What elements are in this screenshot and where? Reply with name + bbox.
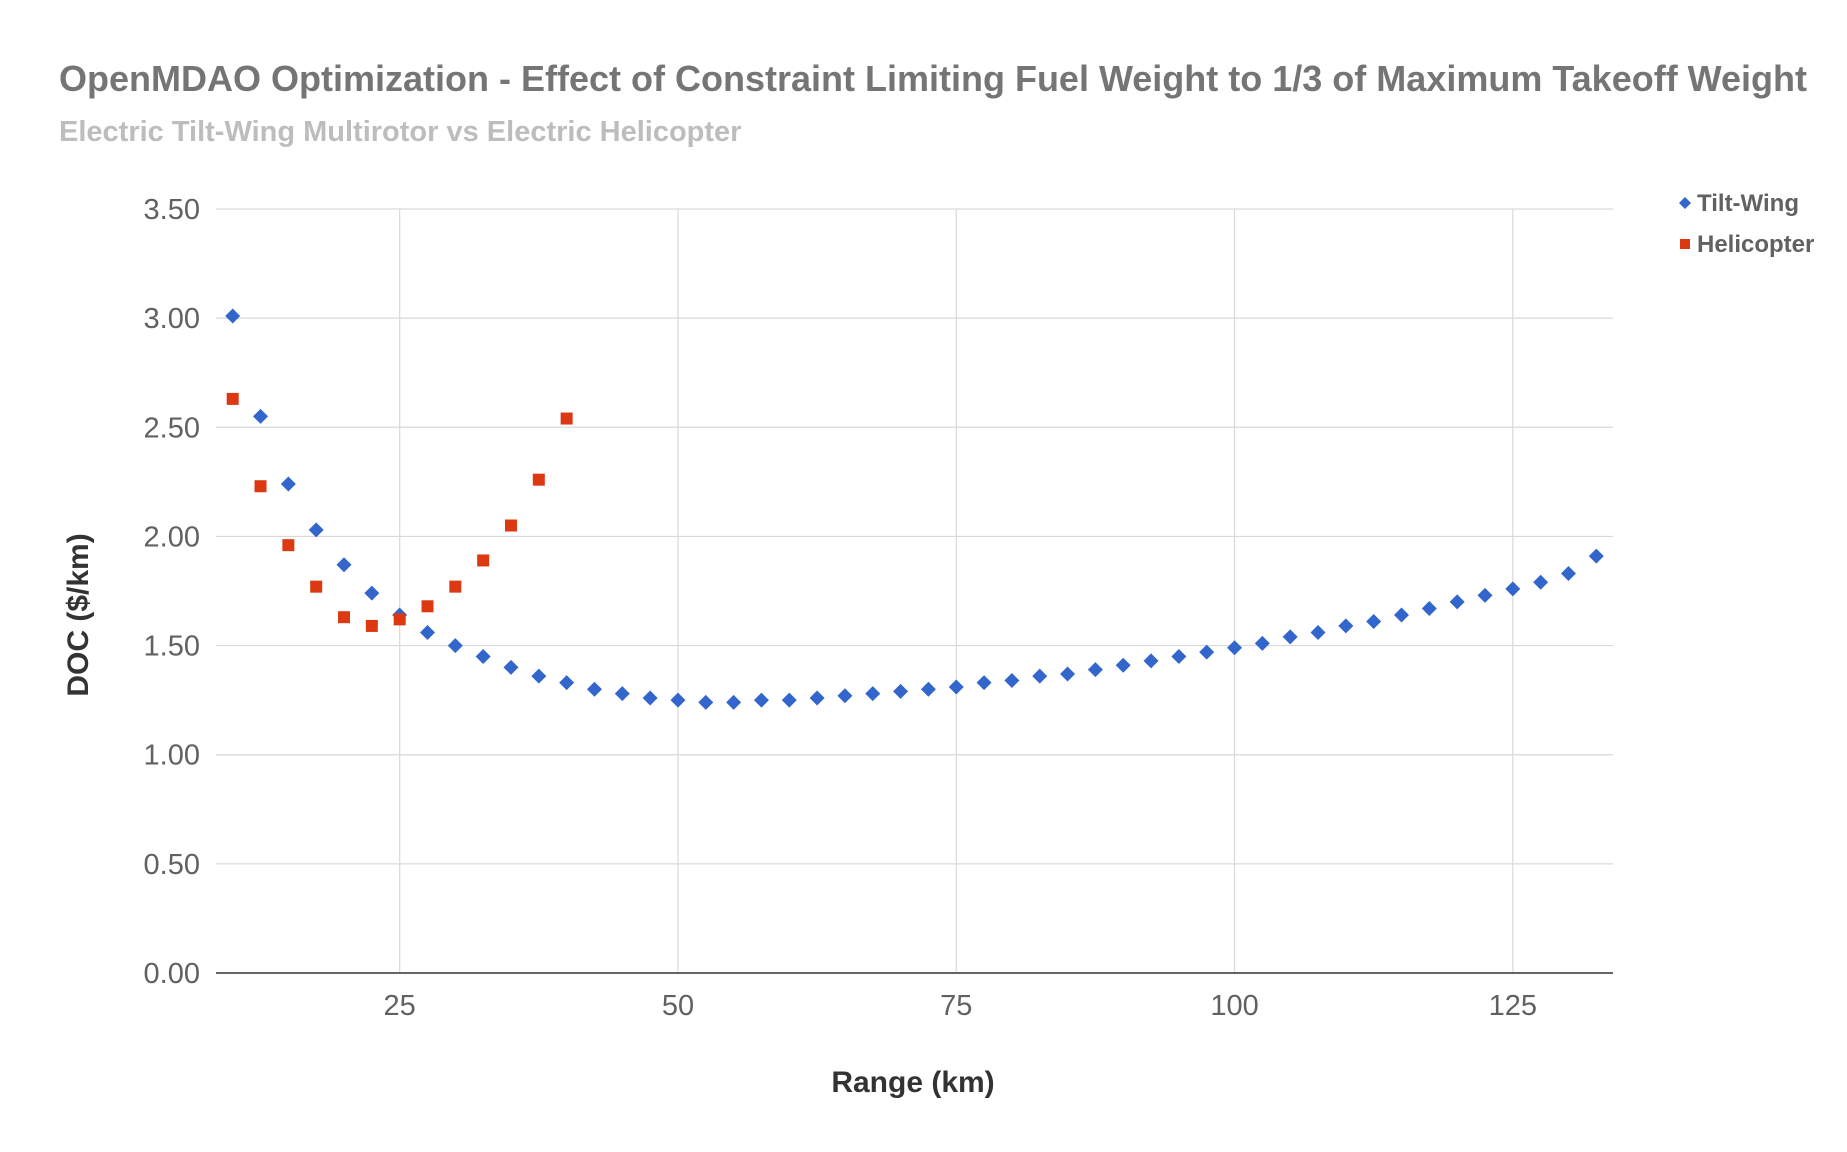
data-point[interactable]: [531, 668, 547, 684]
data-point[interactable]: [477, 554, 490, 567]
chart-subtitle: Electric Tilt-Wing Multirotor vs Electri…: [59, 116, 742, 148]
y-tick-label: 1.50: [144, 631, 200, 663]
data-point[interactable]: [449, 580, 462, 593]
data-point[interactable]: [421, 600, 434, 613]
x-tick-label: 75: [940, 990, 972, 1022]
data-point[interactable]: [670, 692, 686, 708]
y-tick-label: 0.50: [144, 849, 200, 881]
data-point[interactable]: [1477, 587, 1493, 603]
data-point[interactable]: [948, 679, 964, 695]
y-tick-label: 2.00: [144, 521, 200, 553]
data-point[interactable]: [1310, 624, 1326, 640]
data-point[interactable]: [1004, 672, 1020, 688]
data-point[interactable]: [1087, 662, 1103, 678]
data-point[interactable]: [698, 694, 714, 710]
data-point[interactable]: [560, 412, 573, 425]
data-point[interactable]: [280, 476, 296, 492]
legend-item-tilt-wing[interactable]: Tilt-Wing: [1679, 190, 1799, 217]
y-tick-label: 3.00: [144, 303, 200, 335]
data-point[interactable]: [586, 681, 602, 697]
data-point[interactable]: [1254, 635, 1270, 651]
data-point[interactable]: [753, 692, 769, 708]
data-point[interactable]: [1560, 566, 1576, 582]
y-tick-label: 2.50: [144, 412, 200, 444]
data-point[interactable]: [1421, 600, 1437, 616]
data-point[interactable]: [1171, 648, 1187, 664]
data-point[interactable]: [336, 557, 352, 573]
data-point[interactable]: [1394, 607, 1410, 623]
data-point[interactable]: [614, 686, 630, 702]
tick-labels: 0.00 0.50 1.00 1.50 2.00 2.50 3.00 3.50 25 50 75 10…: [144, 194, 1537, 1022]
x-tick-label: 100: [1210, 990, 1258, 1022]
x-tick-label: 125: [1489, 990, 1537, 1022]
data-point[interactable]: [1032, 668, 1048, 684]
data-point[interactable]: [1115, 657, 1131, 673]
data-point[interactable]: [976, 675, 992, 691]
legend-square-marker: [1680, 239, 1690, 249]
data-point[interactable]: [920, 681, 936, 697]
legend: Tilt-Wing Helicopter: [1679, 190, 1814, 258]
data-point[interactable]: [310, 580, 323, 593]
y-tick-label: 1.00: [144, 740, 200, 772]
series-tilt-wing: [225, 308, 1604, 710]
data-point[interactable]: [1060, 666, 1076, 682]
data-point[interactable]: [1282, 629, 1298, 645]
legend-label-helicopter: Helicopter: [1697, 231, 1814, 258]
data-point[interactable]: [837, 688, 853, 704]
data-point[interactable]: [865, 686, 881, 702]
legend-item-helicopter[interactable]: Helicopter: [1680, 231, 1814, 258]
series-helicopter: [226, 392, 573, 632]
legend-diamond-marker: [1679, 197, 1691, 209]
data-point[interactable]: [419, 624, 435, 640]
data-point[interactable]: [809, 690, 825, 706]
legend-label-tilt-wing: Tilt-Wing: [1697, 190, 1799, 217]
chart-title: OpenMDAO Optimization - Effect of Constr…: [59, 58, 1808, 99]
data-point[interactable]: [308, 522, 324, 538]
data-point[interactable]: [1505, 581, 1521, 597]
data-series: [225, 308, 1604, 710]
data-point[interactable]: [253, 408, 269, 424]
data-point[interactable]: [781, 692, 797, 708]
data-point[interactable]: [1199, 644, 1215, 660]
data-point[interactable]: [504, 519, 517, 532]
data-point[interactable]: [1338, 618, 1354, 634]
data-point[interactable]: [365, 619, 378, 632]
y-axis-title: DOC ($/km): [62, 533, 95, 696]
data-point[interactable]: [447, 638, 463, 654]
data-point[interactable]: [475, 648, 491, 664]
data-point[interactable]: [893, 683, 909, 699]
data-point[interactable]: [393, 613, 406, 626]
data-point[interactable]: [1449, 594, 1465, 610]
data-point[interactable]: [726, 694, 742, 710]
y-tick-label: 3.50: [144, 194, 200, 226]
data-point[interactable]: [1143, 653, 1159, 669]
data-point[interactable]: [1588, 548, 1604, 564]
data-point[interactable]: [1533, 574, 1549, 590]
data-point[interactable]: [282, 539, 295, 552]
x-axis-title: Range (km): [831, 1066, 994, 1099]
data-point[interactable]: [1227, 640, 1243, 656]
data-point[interactable]: [254, 480, 267, 493]
x-tick-label: 25: [384, 990, 416, 1022]
data-point[interactable]: [559, 675, 575, 691]
data-point[interactable]: [642, 690, 658, 706]
data-point[interactable]: [225, 308, 241, 324]
data-point[interactable]: [226, 392, 239, 405]
data-point[interactable]: [338, 611, 351, 624]
data-point[interactable]: [364, 585, 380, 601]
x-tick-label: 50: [662, 990, 694, 1022]
gridlines: [216, 208, 1613, 973]
data-point[interactable]: [1366, 614, 1382, 630]
data-point[interactable]: [503, 659, 519, 675]
data-point[interactable]: [532, 473, 545, 486]
y-tick-label: 0.00: [144, 958, 200, 990]
